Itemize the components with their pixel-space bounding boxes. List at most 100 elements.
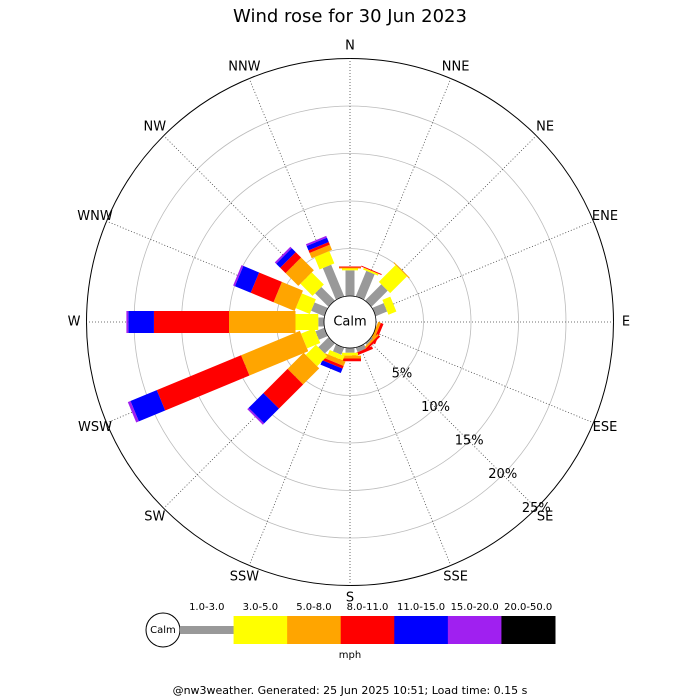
- direction-label: ESE: [593, 420, 618, 435]
- legend-label: 1.0-3.0: [189, 602, 224, 613]
- footer: @nw3weather. Generated: 25 Jun 2025 10:5…: [173, 684, 528, 697]
- legend-swatch: [233, 616, 288, 644]
- bar-segment: [369, 321, 381, 344]
- bar-segment: [250, 272, 282, 303]
- bar-segment: [323, 353, 346, 367]
- bar-segment: [276, 248, 296, 268]
- legend-calm-label: Calm: [150, 625, 176, 636]
- bar-segment: [273, 281, 303, 311]
- bar-segment: [234, 265, 260, 293]
- direction-label: WNW: [77, 209, 113, 224]
- direction-label: N: [345, 39, 355, 54]
- spoke: [368, 340, 537, 509]
- bar-segment: [327, 349, 345, 361]
- spoke: [359, 345, 452, 566]
- bar-segment: [361, 265, 382, 275]
- bar-segment: [285, 257, 314, 286]
- direction-label: S: [346, 591, 354, 606]
- bar-segment: [295, 293, 316, 314]
- bar-segment: [322, 264, 345, 300]
- bar-segment: [280, 252, 302, 274]
- bar-segment: [263, 368, 304, 409]
- direction-label: SSE: [443, 569, 468, 584]
- r-tick-label: 20%: [488, 467, 517, 482]
- bar-segment: [305, 235, 327, 247]
- legend-label: 3.0-5.0: [243, 602, 278, 613]
- bar-segment: [339, 355, 361, 359]
- bar-segment: [314, 286, 335, 307]
- legend-label: 8.0-11.0: [347, 602, 389, 613]
- legend-swatch: [287, 616, 342, 644]
- bar-segment: [372, 303, 388, 317]
- direction-label: SE: [537, 510, 553, 525]
- legend-swatch: [180, 626, 235, 634]
- direction-label: SW: [144, 510, 165, 525]
- direction-label: NNE: [442, 60, 470, 75]
- bar-segment: [130, 390, 166, 422]
- direction-label: SSW: [230, 569, 260, 584]
- bar-segment: [361, 333, 379, 351]
- bar-segment: [339, 358, 361, 362]
- legend-swatch: [394, 616, 449, 644]
- bar-segment: [233, 265, 244, 287]
- bar-segment: [229, 311, 296, 333]
- bar-segment: [345, 348, 355, 353]
- bar-segment: [365, 337, 373, 345]
- bar-segment: [342, 268, 358, 271]
- spoke: [373, 220, 594, 313]
- bar-segment: [309, 244, 333, 259]
- r-tick-label: 10%: [421, 400, 450, 415]
- bar-segment: [306, 237, 329, 251]
- bar-segment: [378, 265, 407, 294]
- bar-segment: [295, 314, 319, 330]
- legend-swatch: [340, 616, 395, 644]
- bar-segment: [339, 267, 361, 269]
- bar-segment: [287, 352, 320, 385]
- bar-segment: [318, 337, 335, 354]
- bar-segment: [247, 407, 265, 425]
- bar-segment: [153, 311, 229, 333]
- unit-label: mph: [339, 650, 361, 661]
- direction-label: NW: [144, 119, 167, 134]
- bar-segment: [300, 272, 324, 296]
- bar-segment: [382, 296, 397, 315]
- bar-segment: [322, 357, 344, 369]
- calm-circle: [323, 295, 377, 349]
- bar-segment: [311, 302, 328, 317]
- spoke: [248, 345, 341, 566]
- bar-segment: [365, 284, 388, 307]
- bar-segment: [339, 266, 361, 268]
- bar-segment: [363, 267, 379, 276]
- bar-segment: [393, 262, 410, 279]
- bar-segment: [241, 330, 309, 376]
- bar-segment: [318, 317, 324, 327]
- bar-segment: [363, 335, 381, 353]
- legend-swatch: [447, 616, 502, 644]
- bar-segment: [305, 344, 328, 367]
- legend-label: 5.0-8.0: [296, 602, 331, 613]
- bar-segment: [315, 327, 328, 340]
- bar-segment: [342, 352, 358, 356]
- legend-swatch: [501, 616, 556, 644]
- spoke: [373, 331, 594, 424]
- direction-label: E: [622, 315, 630, 330]
- direction-label: ENE: [592, 209, 618, 224]
- bar-segment: [248, 393, 279, 424]
- bar-segment: [127, 401, 139, 423]
- bar-segment: [300, 328, 321, 349]
- bar-segment: [156, 355, 250, 411]
- bar-segment: [128, 311, 154, 333]
- spoke: [359, 78, 452, 299]
- direction-label: WSW: [78, 420, 112, 435]
- bar-segment: [274, 246, 292, 264]
- legend-label: 15.0-20.0: [451, 602, 499, 613]
- r-tick-label: 25%: [522, 501, 551, 516]
- direction-label: W: [68, 315, 81, 330]
- legend-label: 11.0-15.0: [397, 602, 445, 613]
- bar-segment: [126, 311, 129, 333]
- legend-label: 20.0-50.0: [504, 602, 552, 613]
- bar-segment: [314, 251, 335, 270]
- bar-segment: [355, 344, 366, 353]
- bar-segment: [345, 270, 355, 296]
